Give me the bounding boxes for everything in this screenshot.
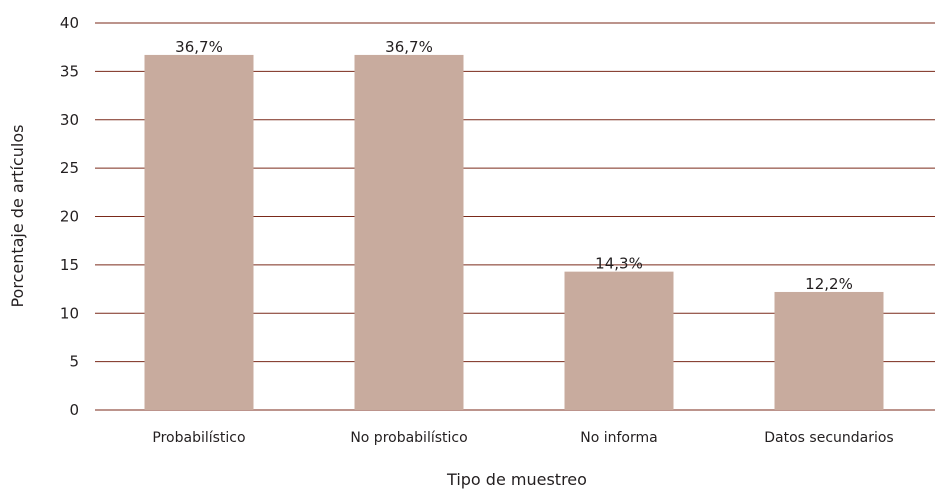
y-tick-label: 40 <box>60 14 79 32</box>
bar <box>144 54 254 411</box>
data-label: 12,2% <box>805 275 853 293</box>
x-tick-label: Probabilístico <box>152 430 245 446</box>
y-tick-label: 25 <box>60 159 79 177</box>
y-axis-ticks: 0 5 10 15 20 25 30 35 40 <box>60 14 79 419</box>
y-axis-title: Porcentaje de artículos <box>8 124 27 307</box>
y-tick-label: 5 <box>69 353 79 371</box>
x-tick-label: No probabilístico <box>350 430 467 446</box>
y-tick-label: 10 <box>60 304 79 322</box>
bar <box>774 291 884 410</box>
data-label: 36,7% <box>385 38 433 56</box>
x-axis-ticks: Probabilístico No probabilístico No inform… <box>152 430 893 446</box>
y-tick-label: 20 <box>60 208 79 226</box>
y-tick-label: 15 <box>60 256 79 274</box>
data-label: 14,3% <box>595 255 643 273</box>
y-tick-label: 35 <box>60 62 79 80</box>
x-axis-title: Tipo de muestreo <box>446 470 587 489</box>
data-label: 36,7% <box>175 38 223 56</box>
y-tick-label: 30 <box>60 111 79 129</box>
x-tick-label: Datos secundarios <box>764 430 893 446</box>
x-tick-label: No informa <box>580 430 657 446</box>
bar <box>354 54 464 411</box>
y-tick-label: 0 <box>69 401 79 419</box>
bars <box>144 54 884 411</box>
bar <box>564 271 674 410</box>
data-labels: 36,7% 36,7% 14,3% 12,2% <box>175 38 853 293</box>
